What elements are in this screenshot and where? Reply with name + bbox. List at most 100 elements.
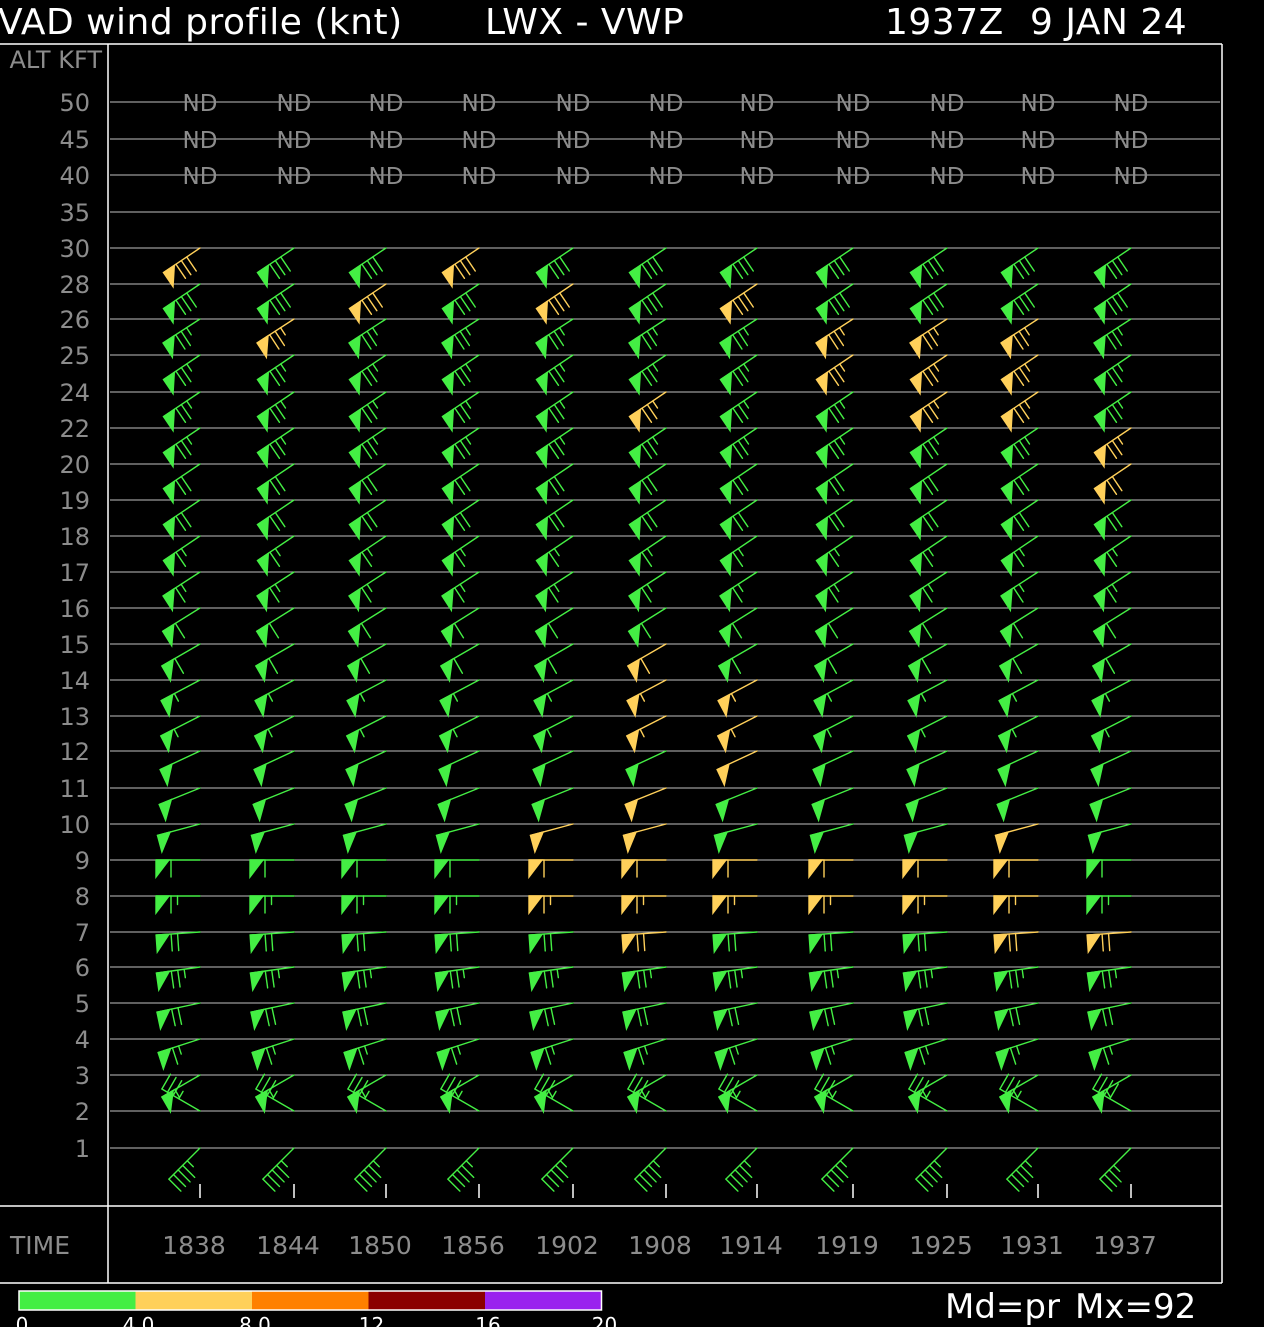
wind-barb [533,1074,574,1114]
barb-pennant [535,515,549,541]
wind-barb [441,391,480,433]
time-tick-label: 1844 [256,1231,320,1260]
no-data-label: ND [1114,128,1149,154]
time-tick-label: 1937 [1093,1231,1157,1260]
wind-barb [441,283,480,325]
wind-barb [434,895,480,916]
barb-line [269,443,281,460]
barb-half-line [550,1045,555,1055]
barb-pennant [719,587,732,613]
barb-pennant [719,370,733,396]
barb-pennant [714,1047,729,1071]
barb-line [268,334,280,350]
barb-pennant [909,263,923,289]
barb-half-line [558,327,565,336]
wind-barb [815,571,854,613]
barb-line [1013,479,1025,496]
wind-barb [160,1074,201,1114]
barb-pennant [341,970,357,993]
barb-pennant [435,830,451,854]
wind-barb [815,354,854,396]
wind-barb [162,318,201,360]
altitude-tick-label: 19 [59,487,90,515]
barb-staff [915,1147,948,1180]
barb-line [260,1076,271,1093]
no-data-label: ND [740,128,775,154]
barb-line [1107,932,1111,952]
barb-line [737,295,749,312]
barb-pennant [348,370,362,396]
wind-barb [346,679,387,718]
wind-barb [627,607,667,648]
wind-barb [532,750,574,788]
barb-pennant [1000,263,1014,289]
barb-pennant [717,1089,732,1114]
barb-pennant [162,263,176,289]
wind-barb [628,247,667,289]
barb-line [1111,259,1123,276]
wind-barb [1086,859,1132,880]
barb-line [1106,443,1118,460]
barb-line [1008,933,1011,952]
barb-line [274,403,286,420]
barb-pennant [628,263,642,289]
barb-half-line [920,692,927,702]
barb-half-line [556,968,560,979]
wind-barb [249,966,295,993]
no-data-label: ND [369,128,404,154]
barb-half-line [1117,363,1124,372]
wind-barb [440,607,480,648]
legend-swatch [19,1291,136,1310]
barb-half-line [933,363,940,372]
barb-pennant [815,443,829,469]
wind-barb [530,1038,574,1071]
barb-half-line [1111,583,1118,593]
barb-line [363,969,367,988]
wind-barb [909,499,948,541]
barb-half-line [737,583,744,593]
barb-pennant [253,762,267,788]
barb-pennant [156,1008,171,1031]
barb-line [459,475,471,492]
barb-line [264,970,269,989]
wind-barb [628,463,667,505]
wind-barb [1000,463,1039,505]
barb-line [1111,475,1123,492]
wind-barb [162,283,201,325]
barb-pennant [256,479,270,505]
wind-barb [162,247,201,289]
station-label: LWX - VWP [485,2,685,43]
barb-line [361,551,373,568]
barb-line [827,657,838,674]
wind-barb [447,1147,480,1192]
barb-line [922,370,934,387]
barb-pennant [625,728,640,754]
wind-barb [994,1002,1039,1031]
barb-line [440,1073,451,1090]
wind-barb [1093,354,1132,396]
no-data-label: ND [277,164,312,190]
barb-half-line [366,547,373,557]
barb-pennant [902,895,918,916]
legend-swatch [135,1291,252,1310]
barb-pennant [348,443,362,469]
barb-half-line [453,1088,459,1098]
wind-barb [162,391,201,433]
wind-barb [256,247,295,289]
barb-half-line [177,1045,182,1055]
wind-barb [529,823,574,854]
barb-pennant [809,1008,824,1031]
barb-pennant [1086,933,1102,955]
barb-pennant [535,479,549,505]
barb-line [1117,256,1128,272]
barb-half-line [459,583,466,593]
barb-line [928,1164,943,1179]
wind-barb [435,823,480,854]
wind-barb [718,607,758,648]
barb-pennant [162,587,175,613]
barb-line [456,969,460,988]
time-tick-label: 1838 [162,1231,226,1260]
barb-line [347,1073,358,1090]
wind-barb [1093,318,1132,360]
barb-line [1108,1169,1122,1183]
